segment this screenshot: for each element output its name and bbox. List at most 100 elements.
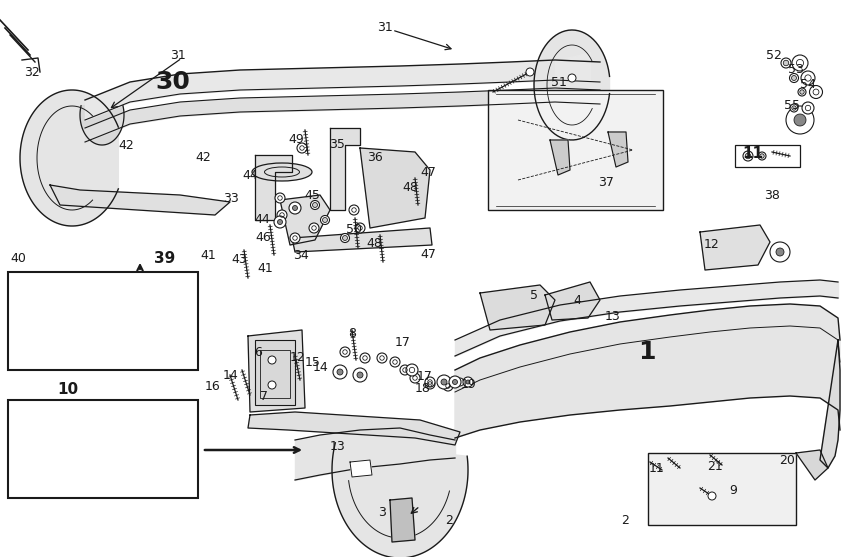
Polygon shape: [550, 140, 570, 175]
Circle shape: [798, 88, 806, 96]
Circle shape: [16, 434, 24, 442]
Text: 14: 14: [313, 360, 329, 374]
Text: 17: 17: [395, 335, 411, 349]
Circle shape: [320, 216, 330, 224]
Text: bolting kit: bolting kit: [103, 450, 184, 464]
Circle shape: [313, 203, 318, 207]
Circle shape: [760, 154, 764, 158]
Circle shape: [745, 153, 751, 159]
Circle shape: [425, 379, 435, 389]
Text: 11: 11: [649, 462, 665, 476]
Bar: [648, 453, 796, 525]
Bar: [488, 90, 663, 210]
Circle shape: [16, 306, 24, 314]
Circle shape: [776, 248, 784, 256]
Text: 35: 35: [329, 138, 345, 150]
Polygon shape: [545, 282, 600, 320]
Text: 53: 53: [788, 62, 804, 76]
Circle shape: [790, 74, 798, 82]
Text: 1: 1: [638, 340, 655, 364]
Circle shape: [10, 428, 30, 448]
Circle shape: [341, 233, 349, 242]
Text: 45: 45: [304, 188, 320, 202]
Circle shape: [52, 459, 64, 471]
Circle shape: [349, 205, 359, 215]
Circle shape: [360, 353, 370, 363]
Text: 31: 31: [377, 21, 393, 33]
Text: 41: 41: [257, 261, 273, 275]
Circle shape: [54, 306, 66, 318]
Text: 41: 41: [200, 248, 216, 261]
Circle shape: [770, 242, 790, 262]
Circle shape: [34, 464, 42, 472]
Circle shape: [54, 462, 61, 468]
Text: 15: 15: [305, 355, 321, 369]
Circle shape: [456, 378, 464, 386]
Text: 3: 3: [378, 506, 386, 520]
Circle shape: [452, 379, 457, 384]
Polygon shape: [360, 148, 430, 228]
Circle shape: [31, 405, 45, 419]
Text: 48: 48: [402, 180, 418, 193]
Circle shape: [52, 331, 64, 343]
Text: 11: 11: [743, 145, 763, 160]
Circle shape: [71, 335, 81, 345]
Circle shape: [275, 193, 285, 203]
Text: 32: 32: [24, 66, 40, 79]
Circle shape: [18, 282, 26, 290]
Circle shape: [34, 280, 42, 288]
Text: 44: 44: [242, 169, 258, 182]
Text: 30: 30: [156, 70, 190, 94]
Text: 4: 4: [573, 294, 581, 306]
Polygon shape: [350, 460, 372, 477]
Text: 52: 52: [766, 48, 782, 61]
Circle shape: [357, 372, 363, 378]
Polygon shape: [480, 285, 555, 330]
Circle shape: [277, 219, 282, 224]
Circle shape: [15, 279, 29, 293]
Circle shape: [743, 151, 753, 161]
Circle shape: [54, 334, 61, 340]
Circle shape: [37, 311, 43, 317]
Circle shape: [410, 373, 420, 383]
Polygon shape: [50, 185, 230, 215]
Bar: [8, 400, 198, 498]
Circle shape: [800, 90, 804, 94]
Polygon shape: [292, 228, 432, 252]
Circle shape: [290, 233, 300, 243]
Text: 49: 49: [288, 133, 304, 145]
Circle shape: [310, 201, 320, 209]
Polygon shape: [455, 304, 840, 438]
Text: 39: 39: [155, 251, 176, 266]
Circle shape: [425, 377, 435, 387]
Circle shape: [792, 55, 808, 71]
Circle shape: [333, 365, 347, 379]
Circle shape: [758, 152, 766, 160]
Circle shape: [463, 377, 473, 387]
Text: 50: 50: [346, 222, 362, 236]
Circle shape: [783, 60, 789, 66]
Text: 18: 18: [415, 382, 431, 394]
Circle shape: [568, 74, 576, 82]
Circle shape: [443, 381, 453, 391]
Circle shape: [441, 379, 447, 385]
Text: Front bumper: Front bumper: [89, 432, 196, 446]
Circle shape: [15, 461, 25, 470]
Text: 10: 10: [58, 383, 78, 398]
Text: 33: 33: [223, 192, 239, 204]
Text: 55: 55: [784, 99, 800, 111]
Circle shape: [466, 380, 470, 384]
Text: 8: 8: [348, 326, 356, 340]
Text: 42: 42: [118, 139, 134, 152]
Text: 16: 16: [205, 380, 221, 393]
Text: 51: 51: [551, 76, 567, 89]
Text: 44: 44: [254, 213, 269, 226]
Circle shape: [322, 218, 327, 222]
Circle shape: [792, 106, 796, 110]
Text: 36: 36: [367, 150, 382, 164]
Circle shape: [390, 357, 400, 367]
Polygon shape: [796, 450, 828, 480]
Circle shape: [10, 300, 30, 320]
Text: Rear bumper: Rear bumper: [92, 304, 194, 318]
Circle shape: [34, 408, 42, 416]
